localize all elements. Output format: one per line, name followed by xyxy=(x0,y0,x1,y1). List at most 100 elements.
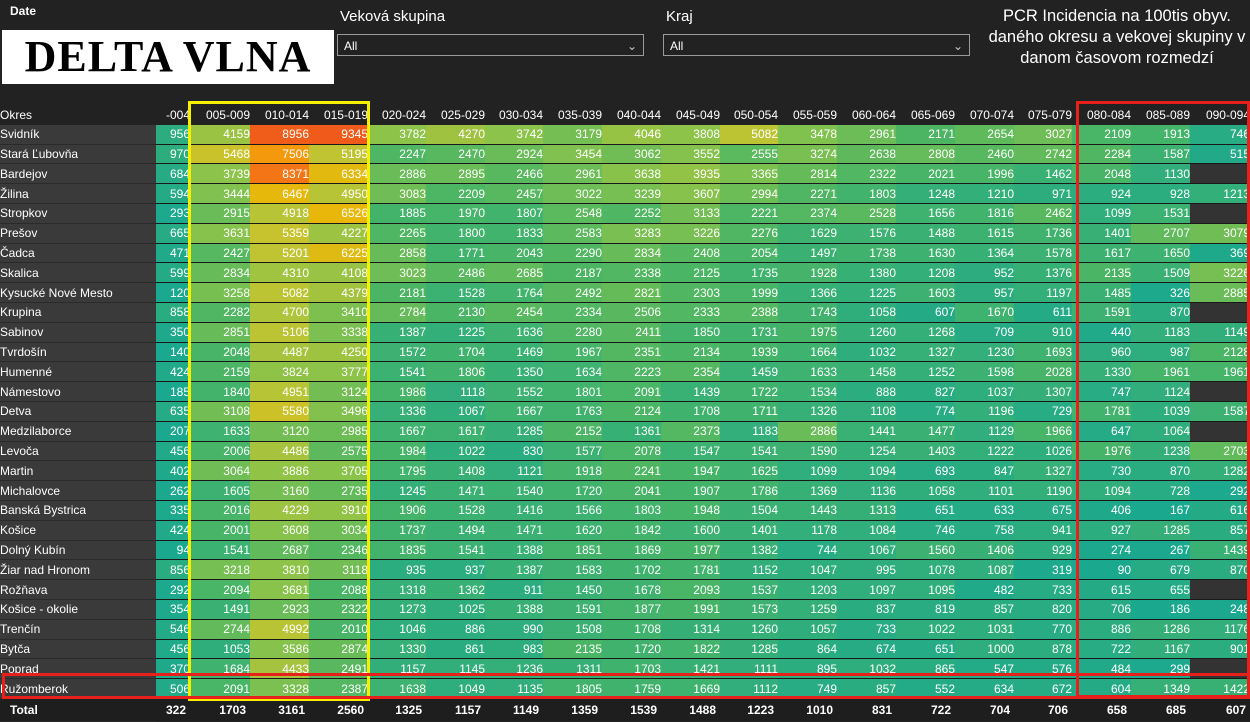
heatmap-cell[interactable]: 1095 xyxy=(896,579,955,600)
heatmap-cell[interactable] xyxy=(1190,203,1250,224)
heatmap-cell[interactable]: 2961 xyxy=(837,124,896,145)
heatmap-cell[interactable]: 3365 xyxy=(720,163,778,185)
heatmap-cell[interactable]: 2915 xyxy=(190,203,250,224)
heatmap-cell[interactable]: 552 xyxy=(896,678,955,699)
heatmap-cell[interactable]: 1591 xyxy=(543,599,602,620)
heatmap-cell[interactable]: 2078 xyxy=(602,441,661,462)
heatmap-cell[interactable]: 857 xyxy=(1190,520,1250,541)
heatmap-cell[interactable]: 1031 xyxy=(955,619,1014,640)
heatmap-cell[interactable]: 4229 xyxy=(250,500,309,521)
column-header[interactable]: 020-024 xyxy=(368,106,426,125)
heatmap-cell[interactable]: 1259 xyxy=(778,599,837,620)
heatmap-cell[interactable]: 1763 xyxy=(543,401,602,422)
heatmap-cell[interactable]: 864 xyxy=(778,639,837,660)
heatmap-cell[interactable]: 2462 xyxy=(1014,203,1072,224)
heatmap-cell[interactable]: 3478 xyxy=(778,124,837,145)
heatmap-cell[interactable]: 2006 xyxy=(190,441,250,462)
heatmap-cell[interactable]: 3218 xyxy=(190,559,250,581)
heatmap-cell[interactable]: 8371 xyxy=(250,163,309,185)
heatmap-cell[interactable]: 2470 xyxy=(426,144,485,165)
heatmap-cell[interactable]: 1307 xyxy=(1014,381,1072,402)
heatmap-cell[interactable]: 1906 xyxy=(368,500,426,521)
heatmap-cell[interactable]: 6467 xyxy=(250,183,309,204)
heatmap-cell[interactable]: 2735 xyxy=(309,480,368,501)
row-label[interactable]: Ružomberok xyxy=(0,678,156,699)
heatmap-cell[interactable]: 749 xyxy=(778,678,837,699)
heatmap-cell[interactable]: 2411 xyxy=(602,322,661,343)
heatmap-cell[interactable]: 929 xyxy=(1014,540,1072,561)
heatmap-cell[interactable]: 635 xyxy=(156,401,190,422)
heatmap-cell[interactable]: 1528 xyxy=(426,282,485,303)
heatmap-cell[interactable]: 3496 xyxy=(309,401,368,422)
heatmap-cell[interactable] xyxy=(1190,658,1250,680)
heatmap-cell[interactable]: 2742 xyxy=(1014,144,1072,165)
heatmap-cell[interactable]: 1576 xyxy=(837,223,896,244)
heatmap-cell[interactable]: 1336 xyxy=(368,401,426,422)
heatmap-cell[interactable]: 1918 xyxy=(543,460,602,482)
heatmap-cell[interactable]: 674 xyxy=(837,639,896,660)
heatmap-cell[interactable]: 709 xyxy=(955,322,1014,343)
heatmap-cell[interactable]: 1625 xyxy=(720,460,778,482)
heatmap-cell[interactable]: 350 xyxy=(156,322,190,343)
heatmap-cell[interactable]: 2858 xyxy=(368,243,426,264)
row-label[interactable]: Košice xyxy=(0,520,156,541)
heatmap-cell[interactable]: 2924 xyxy=(485,144,543,165)
heatmap-cell[interactable]: 2575 xyxy=(309,441,368,462)
column-header[interactable]: 050-054 xyxy=(720,106,778,125)
heatmap-cell[interactable]: 1441 xyxy=(837,421,896,442)
heatmap-cell[interactable]: 456 xyxy=(156,441,190,462)
heatmap-cell[interactable]: 2874 xyxy=(309,639,368,660)
heatmap-cell[interactable]: 3160 xyxy=(250,480,309,501)
heatmap-cell[interactable]: 3120 xyxy=(250,421,309,442)
heatmap-cell[interactable]: 924 xyxy=(1072,183,1131,204)
heatmap-cell[interactable]: 3062 xyxy=(602,144,661,165)
heatmap-cell[interactable]: 1598 xyxy=(955,361,1014,383)
heatmap-cell[interactable]: 1326 xyxy=(778,401,837,422)
heatmap-cell[interactable]: 1087 xyxy=(955,559,1014,581)
heatmap-cell[interactable]: 1540 xyxy=(485,480,543,501)
heatmap-cell[interactable]: 1928 xyxy=(778,262,837,284)
heatmap-cell[interactable]: 1633 xyxy=(190,421,250,442)
heatmap-cell[interactable]: 2583 xyxy=(543,223,602,244)
heatmap-cell[interactable]: 1693 xyxy=(1014,342,1072,363)
heatmap-cell[interactable] xyxy=(1190,381,1250,402)
heatmap-cell[interactable]: 3108 xyxy=(190,401,250,422)
heatmap-cell[interactable]: 1605 xyxy=(190,480,250,501)
heatmap-cell[interactable]: 1183 xyxy=(1131,322,1190,343)
heatmap-cell[interactable]: 1720 xyxy=(602,639,661,660)
heatmap-cell[interactable] xyxy=(1190,579,1250,600)
column-header[interactable]: 010-014 xyxy=(250,106,309,125)
heatmap-cell[interactable]: 2124 xyxy=(602,401,661,422)
row-label[interactable]: Žiar nad Hronom xyxy=(0,559,156,581)
heatmap-cell[interactable]: 2333 xyxy=(661,302,720,323)
heatmap-cell[interactable]: 3274 xyxy=(778,144,837,165)
row-label[interactable]: Dolný Kubín xyxy=(0,540,156,561)
heatmap-cell[interactable]: 1851 xyxy=(543,540,602,561)
heatmap-cell[interactable]: 1421 xyxy=(661,658,720,680)
region-dropdown[interactable]: All ⌄ xyxy=(663,34,970,56)
heatmap-cell[interactable]: 484 xyxy=(1072,658,1131,680)
heatmap-cell[interactable]: 1850 xyxy=(661,322,720,343)
heatmap-cell[interactable]: 3226 xyxy=(1190,262,1250,284)
column-header[interactable]: 060-064 xyxy=(837,106,896,125)
heatmap-cell[interactable]: 1130 xyxy=(1131,163,1190,185)
heatmap-cell[interactable]: 1439 xyxy=(1190,540,1250,561)
heatmap-cell[interactable]: 1380 xyxy=(837,262,896,284)
heatmap-cell[interactable]: 1439 xyxy=(661,381,720,402)
heatmap-cell[interactable]: 928 xyxy=(1131,183,1190,204)
heatmap-cell[interactable]: 1494 xyxy=(426,520,485,541)
heatmap-cell[interactable]: 1975 xyxy=(778,322,837,343)
heatmap-cell[interactable]: 2128 xyxy=(1190,342,1250,363)
heatmap-cell[interactable]: 2252 xyxy=(602,203,661,224)
heatmap-cell[interactable]: 971 xyxy=(1014,183,1072,204)
heatmap-cell[interactable]: 2885 xyxy=(1190,282,1250,303)
heatmap-cell[interactable]: 3808 xyxy=(661,124,720,145)
heatmap-cell[interactable]: 1330 xyxy=(368,639,426,660)
heatmap-cell[interactable]: 1966 xyxy=(1014,421,1072,442)
heatmap-cell[interactable]: 1504 xyxy=(720,500,778,521)
heatmap-cell[interactable]: 1636 xyxy=(485,322,543,343)
heatmap-cell[interactable]: 3608 xyxy=(250,520,309,541)
heatmap-cell[interactable]: 1807 xyxy=(485,203,543,224)
heatmap-cell[interactable]: 1939 xyxy=(720,342,778,363)
heatmap-cell[interactable]: 1578 xyxy=(1014,243,1072,264)
